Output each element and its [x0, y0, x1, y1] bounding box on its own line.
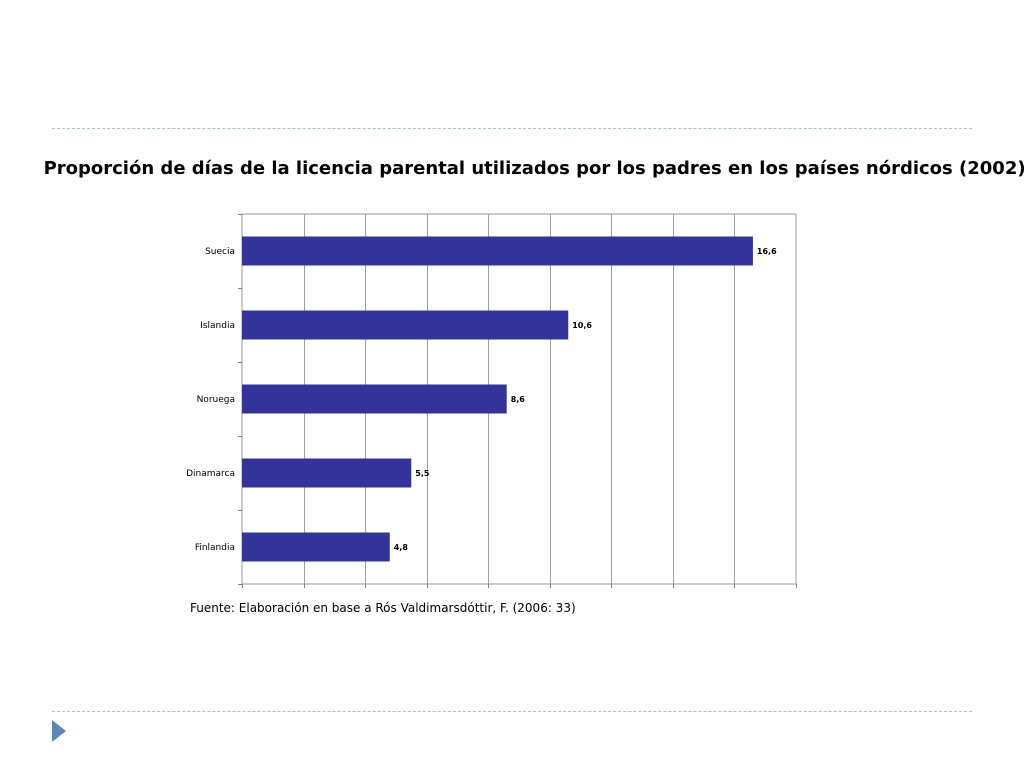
category-label: Finlandia [195, 543, 235, 553]
category-label: Suecia [205, 247, 235, 257]
data-label: 16,6 [757, 247, 777, 256]
bar [242, 310, 569, 340]
slide-title: Proporción de días de la licencia parent… [43, 158, 1024, 179]
bar [242, 458, 412, 488]
category-label: Noruega [197, 395, 235, 405]
data-label: 8,6 [511, 395, 526, 404]
bar [242, 384, 507, 414]
source-note: Fuente: Elaboración en base a Rós Valdim… [190, 601, 576, 615]
bar [242, 532, 390, 562]
bar [242, 236, 753, 266]
data-label: 10,6 [572, 321, 592, 330]
data-label: 5,5 [415, 469, 430, 478]
top-divider [52, 128, 972, 129]
play-triangle-icon[interactable] [52, 720, 66, 742]
data-label: 4,8 [394, 543, 409, 552]
bottom-divider [52, 711, 972, 712]
category-label: Islandia [200, 321, 235, 331]
category-label: Dinamarca [186, 469, 235, 479]
